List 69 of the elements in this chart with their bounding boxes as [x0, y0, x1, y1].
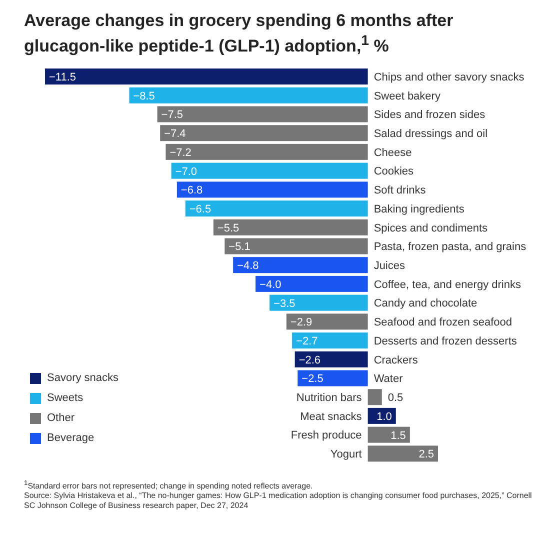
data-label: −7.5	[161, 108, 184, 121]
y-tick-label: Desserts and frozen desserts	[374, 335, 518, 348]
data-label: 0.5	[388, 392, 404, 404]
data-label: −4.8	[237, 260, 259, 272]
y-tick-label: Nutrition bars	[296, 392, 362, 404]
bar	[368, 445, 438, 462]
bar	[213, 219, 368, 236]
y-tick-label: Soft drinks	[374, 184, 426, 196]
data-label: −2.5	[302, 372, 324, 385]
chart-title: Average changes in grocery spending 6 months after glucagon-like peptide-1 (GLP-1) adoption,$^{1}$ %	[23, 10, 454, 58]
bar	[233, 256, 368, 273]
data-label: −2.6	[298, 354, 321, 366]
data-label: −5.1	[228, 240, 250, 253]
y-tick-label: Pasta, frozen pasta, and grains	[374, 240, 527, 253]
y-tick-label: Fresh produce	[290, 429, 362, 442]
data-label: −3.5	[274, 297, 296, 310]
bar	[185, 200, 368, 216]
legend-label: Sweets	[47, 392, 84, 404]
bar	[298, 370, 368, 386]
y-tick-label: Candy and chocolate	[374, 297, 478, 310]
y-tick-label: Coffee, tea, and energy drinks	[374, 278, 522, 291]
data-label: 1.0	[376, 410, 392, 423]
y-tick-label: Spices and condiments	[374, 222, 488, 234]
data-label: −7.2	[170, 146, 192, 159]
data-label: −5.5	[217, 222, 240, 234]
y-tick-label: Chips and other savory snacks	[374, 71, 525, 84]
data-label: −4.0	[260, 278, 282, 291]
legend-label: Other	[47, 412, 75, 424]
y-tick-label: Sweet bakery	[374, 90, 441, 102]
bar	[368, 426, 410, 442]
y-tick-label: Cookies	[374, 165, 414, 178]
data-label: −2.9	[290, 316, 312, 328]
y-tick-label: Crackers	[374, 354, 418, 366]
bar	[176, 181, 368, 198]
data-label: −7.4	[164, 128, 186, 140]
bar	[294, 351, 368, 368]
bar	[292, 332, 368, 348]
data-label: −11.5	[49, 71, 76, 84]
y-tick-label: Sides and frozen sides	[374, 108, 486, 121]
bar	[160, 124, 368, 141]
bar	[129, 87, 368, 104]
legend-label: Savory snacks	[47, 372, 119, 384]
data-label: 2.5	[418, 448, 434, 460]
y-tick-label: Water	[374, 372, 404, 385]
y-tick-label: Cheese	[374, 146, 412, 159]
data-label: −7.0	[175, 165, 198, 178]
data-label: 1.5	[390, 429, 406, 442]
y-tick-label: Meat snacks	[300, 410, 362, 423]
legend-label: Beverage	[47, 432, 94, 444]
data-label: −8.5	[133, 90, 155, 102]
data-label: −2.7	[296, 335, 318, 348]
source-note: Source: Sylvia Hristakeva et al., “The no-hunger games: How GLP-1 medication adoption is changing consumer food purchases, 2025,” Cornell SC Johnson College of Business research paper, Dec 27, 2024	[24, 491, 533, 512]
bar	[45, 68, 368, 84]
bar	[171, 162, 368, 178]
y-tick-label: Seafood and frozen seafood	[374, 316, 512, 328]
bar	[166, 144, 368, 160]
y-tick-label: Salad dressings and oil	[374, 128, 488, 140]
data-label: −6.8	[180, 184, 203, 196]
bar	[157, 106, 368, 122]
bar	[270, 294, 368, 310]
bar	[368, 388, 382, 405]
bar	[256, 276, 368, 292]
y-tick-label: Baking ingredients	[374, 203, 465, 216]
data-label: −6.5	[189, 203, 212, 216]
bar	[224, 238, 368, 254]
text: $^{1}$Standard error bars not represented; change in spending noted reflects average.	[24, 478, 314, 492]
bar	[286, 313, 368, 330]
y-tick-label: Juices	[374, 260, 406, 272]
y-tick-label: Yogurt	[330, 448, 362, 460]
